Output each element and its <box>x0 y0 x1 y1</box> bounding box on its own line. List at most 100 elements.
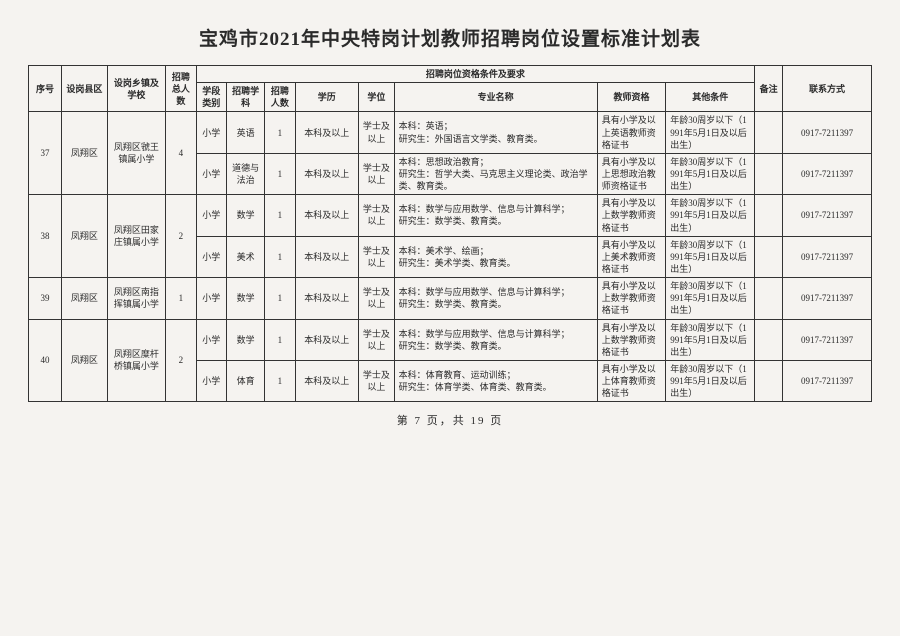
cell: 具有小学及以上思想政治教师资格证书 <box>597 153 666 194</box>
cell: 数学 <box>227 195 265 236</box>
cell: 本科：思想政治教育； 研究生：哲学大类、马克思主义理论类、政治学类、教育类。 <box>394 153 597 194</box>
cell: 凤翔区糜杆桥镇属小学 <box>107 319 165 402</box>
cell <box>755 112 783 153</box>
cell: 具有小学及以上数学教师资格证书 <box>597 195 666 236</box>
cell: 本科：数学与应用数学、信息与计算科学； 研究生：数学类、教育类。 <box>394 195 597 236</box>
cell: 数学 <box>227 278 265 319</box>
cell: 本科：数学与应用数学、信息与计算科学； 研究生：数学类、教育类。 <box>394 319 597 360</box>
cell: 美术 <box>227 236 265 277</box>
cell: 学士及以上 <box>359 278 395 319</box>
cell: 年龄30周岁以下（1991年5月1日及以后出生） <box>666 153 755 194</box>
cell: 学士及以上 <box>359 360 395 401</box>
cell: 小学 <box>196 278 226 319</box>
cell: 小学 <box>196 153 226 194</box>
cell: 1 <box>265 112 295 153</box>
cell: 年龄30周岁以下（1991年5月1日及以后出生） <box>666 360 755 401</box>
plan-table: 序号 设岗县区 设岗乡镇及学校 招聘总人数 招聘岗位资格条件及要求 备注 联系方… <box>28 65 872 402</box>
th-stage: 学段类别 <box>196 83 226 112</box>
cell: 本科及以上 <box>295 153 358 194</box>
cell: 本科：英语； 研究生：外国语言文学类、教育类。 <box>394 112 597 153</box>
cell <box>755 278 783 319</box>
cell: 本科及以上 <box>295 278 358 319</box>
cell: 本科及以上 <box>295 112 358 153</box>
th-count: 招聘人数 <box>265 83 295 112</box>
cell: 1 <box>265 278 295 319</box>
cell: 2 <box>166 195 196 278</box>
cell: 小学 <box>196 195 226 236</box>
table-row: 38凤翔区凤翔区田家庄镇属小学2小学数学1本科及以上学士及以上本科：数学与应用数… <box>29 195 872 236</box>
cell: 本科及以上 <box>295 236 358 277</box>
cell: 1 <box>265 360 295 401</box>
cell: 道德与法治 <box>227 153 265 194</box>
cell: 学士及以上 <box>359 153 395 194</box>
cell: 1 <box>166 278 196 319</box>
cell: 0917-7211397 <box>783 319 872 360</box>
cell: 本科：美术学、绘画； 研究生：美术学类、教育类。 <box>394 236 597 277</box>
table-row: 39凤翔区凤翔区南指挥镇属小学1小学数学1本科及以上学士及以上本科：数学与应用数… <box>29 278 872 319</box>
cell: 具有小学及以上数学教师资格证书 <box>597 278 666 319</box>
cell <box>755 153 783 194</box>
cell: 2 <box>166 319 196 402</box>
page-title: 宝鸡市2021年中央特岗计划教师招聘岗位设置标准计划表 <box>28 24 872 51</box>
cell: 年龄30周岁以下（1991年5月1日及以后出生） <box>666 236 755 277</box>
cell: 体育 <box>227 360 265 401</box>
cell: 本科及以上 <box>295 360 358 401</box>
cell: 数学 <box>227 319 265 360</box>
th-remark: 备注 <box>755 66 783 112</box>
cell: 凤翔区南指挥镇属小学 <box>107 278 165 319</box>
cell: 年龄30周岁以下（1991年5月1日及以后出生） <box>666 195 755 236</box>
cell: 本科及以上 <box>295 195 358 236</box>
cell: 本科：体育教育、运动训练； 研究生：体育学类、体育类、教育类。 <box>394 360 597 401</box>
cell <box>755 360 783 401</box>
cell: 学士及以上 <box>359 112 395 153</box>
cell: 英语 <box>227 112 265 153</box>
cell: 0917-7211397 <box>783 236 872 277</box>
cell: 学士及以上 <box>359 195 395 236</box>
th-edu: 学历 <box>295 83 358 112</box>
cell: 37 <box>29 112 62 195</box>
th-req: 招聘岗位资格条件及要求 <box>196 66 755 83</box>
cell: 0917-7211397 <box>783 278 872 319</box>
cell: 39 <box>29 278 62 319</box>
cell: 小学 <box>196 112 226 153</box>
cell: 本科及以上 <box>295 319 358 360</box>
th-major: 专业名称 <box>394 83 597 112</box>
cell: 1 <box>265 236 295 277</box>
cell: 1 <box>265 319 295 360</box>
th-school: 设岗乡镇及学校 <box>107 66 165 112</box>
cell: 具有小学及以上数学教师资格证书 <box>597 319 666 360</box>
cell: 1 <box>265 195 295 236</box>
cell: 0917-7211397 <box>783 112 872 153</box>
cell: 学士及以上 <box>359 236 395 277</box>
cell: 凤翔区 <box>62 195 108 278</box>
page-footer: 第 7 页，共 19 页 <box>28 412 872 428</box>
cell <box>755 195 783 236</box>
cell: 凤翔区田家庄镇属小学 <box>107 195 165 278</box>
cell: 具有小学及以上美术教师资格证书 <box>597 236 666 277</box>
cell: 4 <box>166 112 196 195</box>
cell: 凤翔区 <box>62 278 108 319</box>
th-district: 设岗县区 <box>62 66 108 112</box>
cell: 凤翔区 <box>62 112 108 195</box>
th-total: 招聘总人数 <box>166 66 196 112</box>
cell: 凤翔区 <box>62 319 108 402</box>
cell: 具有小学及以上英语教师资格证书 <box>597 112 666 153</box>
th-other: 其他条件 <box>666 83 755 112</box>
cell: 1 <box>265 153 295 194</box>
cell: 0917-7211397 <box>783 153 872 194</box>
cell: 年龄30周岁以下（1991年5月1日及以后出生） <box>666 278 755 319</box>
cell: 38 <box>29 195 62 278</box>
cell: 凤翔区虢王镇属小学 <box>107 112 165 195</box>
cell <box>755 236 783 277</box>
cell: 小学 <box>196 236 226 277</box>
table-row: 40凤翔区凤翔区糜杆桥镇属小学2小学数学1本科及以上学士及以上本科：数学与应用数… <box>29 319 872 360</box>
cell: 0917-7211397 <box>783 360 872 401</box>
th-subject: 招聘学科 <box>227 83 265 112</box>
cell: 本科：数学与应用数学、信息与计算科学； 研究生：数学类、教育类。 <box>394 278 597 319</box>
cell: 年龄30周岁以下（1991年5月1日及以后出生） <box>666 112 755 153</box>
cell: 40 <box>29 319 62 402</box>
cell: 具有小学及以上体育教师资格证书 <box>597 360 666 401</box>
th-seq: 序号 <box>29 66 62 112</box>
cell: 年龄30周岁以下（1991年5月1日及以后出生） <box>666 319 755 360</box>
cell: 小学 <box>196 319 226 360</box>
